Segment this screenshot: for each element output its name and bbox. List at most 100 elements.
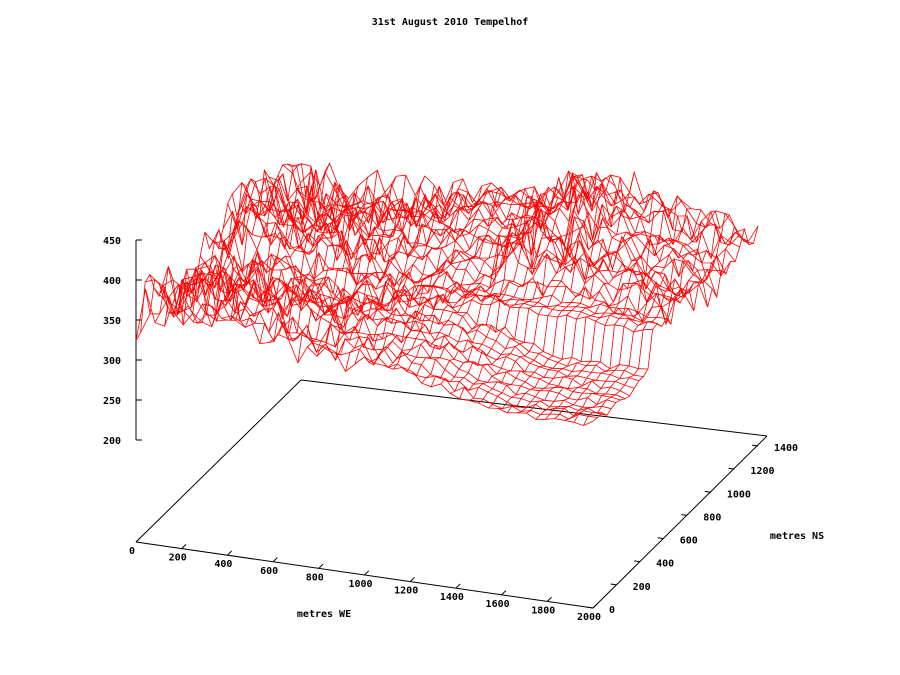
surface-col-line bbox=[592, 225, 759, 422]
surface-col-line bbox=[450, 173, 616, 394]
y-tick-mark bbox=[634, 560, 641, 563]
z-tick-label: 400 bbox=[103, 276, 121, 287]
x-tick-label: 1600 bbox=[486, 599, 510, 610]
x-tick-mark bbox=[546, 596, 552, 602]
y-tick-mark bbox=[681, 514, 688, 516]
x-tick-label: 400 bbox=[214, 559, 232, 570]
surface-col-line bbox=[364, 187, 530, 366]
x-tick-mark bbox=[181, 544, 187, 549]
z-axis-ticks: 200 250 300 350 400 450 bbox=[103, 236, 142, 447]
y-tick-label: 1400 bbox=[774, 443, 798, 454]
surface-col-line bbox=[135, 163, 302, 341]
surface-col-line bbox=[383, 187, 549, 368]
surface-col-line bbox=[440, 171, 606, 385]
x-tick-label: 1800 bbox=[531, 605, 555, 616]
z-tick-label: 300 bbox=[103, 356, 121, 367]
x-tick-label: 1400 bbox=[440, 592, 464, 603]
surface-col-line bbox=[316, 185, 483, 357]
surface-col-line bbox=[583, 232, 749, 426]
surface-col-line bbox=[345, 186, 511, 372]
x-tick-mark bbox=[455, 583, 461, 589]
y-tick-mark bbox=[586, 606, 594, 609]
x-tick-label: 600 bbox=[260, 566, 278, 577]
surface-col-line bbox=[411, 172, 578, 377]
surface-col-line bbox=[269, 185, 435, 343]
surface-col-line bbox=[430, 170, 597, 387]
x-tick-mark bbox=[501, 590, 507, 596]
y-tick-label: 600 bbox=[680, 536, 698, 547]
y-axis-ticks: 0 200 400 600 800 1000 1200 1400 bbox=[586, 443, 798, 616]
y-tick-label: 200 bbox=[633, 582, 651, 593]
x-tick-mark bbox=[227, 550, 233, 556]
y-tick-mark bbox=[610, 583, 617, 586]
x-tick-label: 0 bbox=[129, 546, 135, 557]
y-tick-label: 400 bbox=[656, 559, 674, 570]
surface-col-line bbox=[373, 185, 540, 364]
x-tick-mark bbox=[364, 570, 370, 576]
x-tick-label: 200 bbox=[169, 553, 187, 564]
y-tick-mark bbox=[657, 537, 664, 540]
y-tick-mark bbox=[751, 444, 759, 447]
x-tick-label: 1200 bbox=[394, 586, 418, 597]
x-tick-mark bbox=[318, 563, 324, 569]
chart-title: 31st August 2010 Tempelhof bbox=[372, 17, 529, 28]
z-tick-label: 250 bbox=[103, 396, 121, 407]
surface-col-line bbox=[278, 186, 445, 340]
back-axis-line bbox=[135, 379, 302, 543]
surface-col-line bbox=[545, 220, 711, 420]
z-tick-label: 200 bbox=[103, 436, 121, 447]
surface-col-line bbox=[297, 178, 464, 363]
surface-col-line bbox=[354, 189, 521, 365]
axes-base bbox=[135, 240, 768, 609]
surface-col-line bbox=[288, 182, 454, 342]
z-tick-label: 350 bbox=[103, 316, 121, 327]
x-tick-label: 1000 bbox=[348, 579, 372, 590]
back-right-line bbox=[300, 379, 768, 437]
x-tick-mark bbox=[409, 577, 415, 582]
surface-col-line bbox=[459, 177, 626, 399]
surface-col-line bbox=[421, 175, 587, 384]
surface-col-line bbox=[145, 163, 311, 315]
surface-col-line bbox=[335, 190, 502, 356]
surface-col-line bbox=[488, 193, 654, 409]
surface-col-line bbox=[192, 184, 359, 324]
surface-col-line bbox=[326, 182, 492, 362]
x-tick-mark bbox=[592, 603, 598, 609]
y-tick-mark bbox=[728, 467, 735, 470]
y-tick-label: 800 bbox=[703, 512, 721, 523]
surface-col-line bbox=[573, 225, 740, 423]
surface-col-line bbox=[506, 201, 673, 414]
x-tick-mark bbox=[272, 557, 278, 563]
surface-col-line bbox=[183, 182, 349, 316]
surface-col-line bbox=[526, 208, 692, 414]
surface-col-line bbox=[554, 210, 721, 419]
surface-col-line bbox=[478, 196, 644, 404]
surface-col-line bbox=[516, 195, 683, 414]
surface-mesh bbox=[135, 162, 759, 427]
y-tick-label: 1200 bbox=[750, 466, 774, 477]
x-axis-label: metres WE bbox=[297, 609, 351, 620]
y-tick-label: 0 bbox=[609, 605, 615, 616]
y-tick-mark bbox=[704, 490, 711, 493]
x-tick-mark bbox=[135, 537, 141, 543]
x-tick-label: 800 bbox=[306, 572, 324, 583]
surface-col-line bbox=[392, 197, 559, 370]
surface-col-line bbox=[211, 170, 378, 323]
surface-col-line bbox=[497, 190, 664, 410]
surface-col-line bbox=[230, 175, 397, 322]
surface-col-line bbox=[535, 209, 702, 420]
surface-col-line bbox=[202, 177, 368, 328]
surface-col-line bbox=[564, 212, 730, 421]
x-axis-ticks: 0 200 400 600 800 1000 1200 1400 1600 1800 2000 bbox=[129, 537, 601, 623]
surface-col-line bbox=[307, 191, 473, 354]
y-axis-line bbox=[592, 435, 768, 609]
y-tick-label: 1000 bbox=[727, 489, 751, 500]
surface-col-line bbox=[469, 172, 635, 401]
z-tick-label: 450 bbox=[103, 236, 121, 247]
y-axis-label: metres NS bbox=[770, 531, 824, 542]
surface-col-line bbox=[221, 195, 387, 323]
surface-col-line bbox=[173, 185, 340, 326]
x-tick-label: 2000 bbox=[577, 612, 601, 623]
surface-col-line bbox=[240, 175, 407, 329]
